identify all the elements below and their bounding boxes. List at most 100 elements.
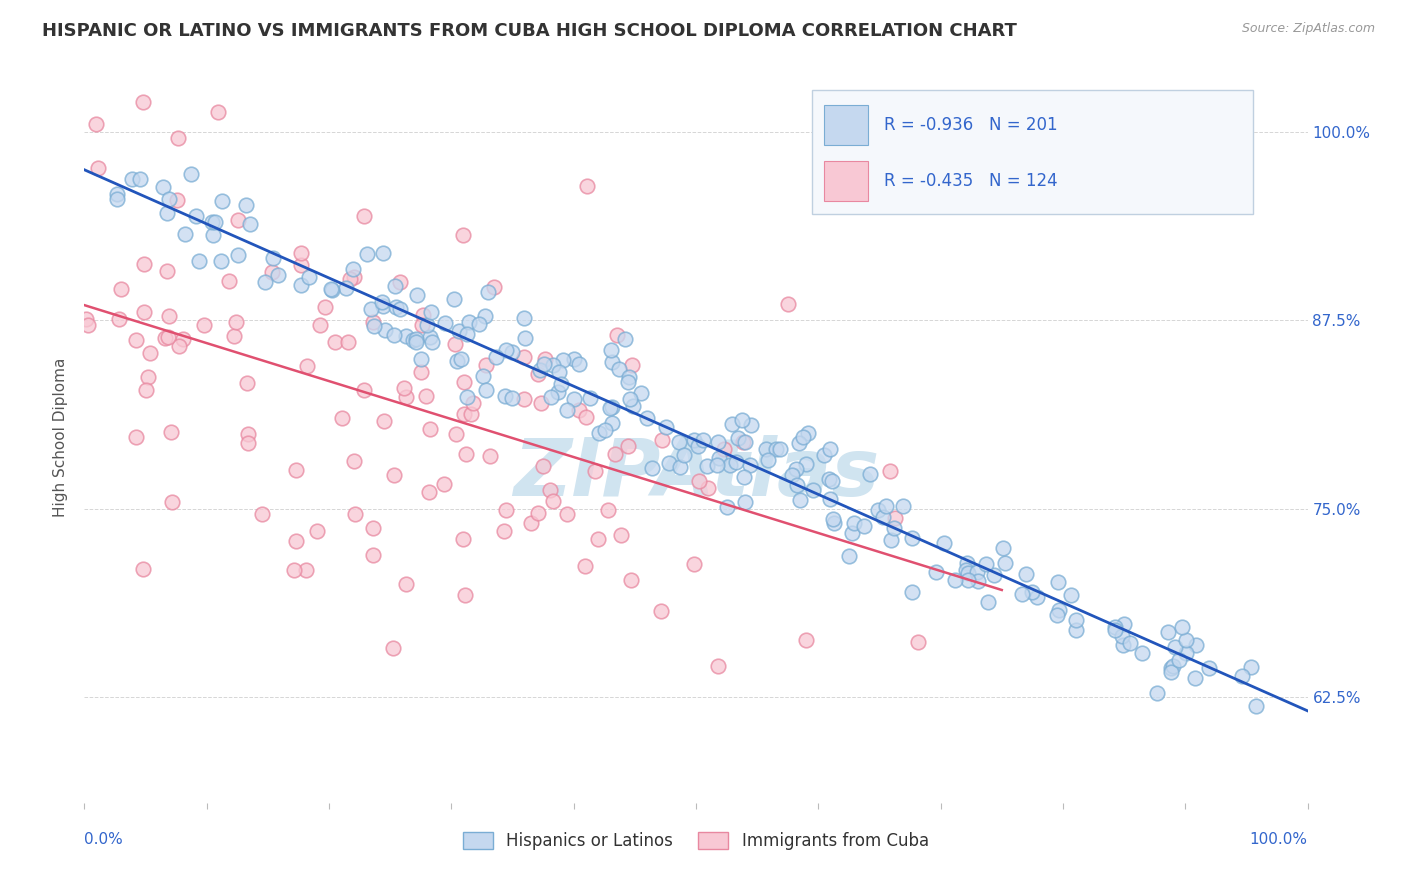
Point xyxy=(371,294,394,309)
Point xyxy=(167,131,190,145)
Point xyxy=(225,315,247,329)
Point xyxy=(538,483,561,497)
Point xyxy=(416,318,439,333)
FancyBboxPatch shape xyxy=(824,161,869,201)
Point xyxy=(893,499,915,513)
Point xyxy=(167,339,190,353)
Point xyxy=(527,506,550,520)
Point xyxy=(373,413,395,427)
Point xyxy=(740,458,762,472)
Point xyxy=(184,210,207,224)
Point xyxy=(513,350,536,364)
Point xyxy=(551,352,574,367)
Point xyxy=(1112,617,1135,632)
Point xyxy=(755,442,778,457)
Point xyxy=(879,464,901,478)
Point xyxy=(156,264,179,278)
Point xyxy=(314,300,336,314)
Point xyxy=(401,333,423,347)
Point xyxy=(388,275,411,289)
Point xyxy=(901,585,924,599)
Point xyxy=(392,381,415,395)
Point xyxy=(641,460,664,475)
Point xyxy=(330,411,353,425)
Point xyxy=(129,172,152,186)
Point xyxy=(925,565,948,579)
Point xyxy=(787,435,810,450)
Point xyxy=(821,474,844,488)
Point xyxy=(617,369,640,384)
Point xyxy=(125,430,148,444)
Point xyxy=(218,274,240,288)
Point xyxy=(688,439,710,453)
Point xyxy=(343,507,366,521)
Point xyxy=(586,532,609,546)
Point xyxy=(305,524,328,538)
Point xyxy=(456,327,478,342)
Point xyxy=(262,265,284,279)
Point xyxy=(419,422,441,436)
Point xyxy=(478,450,501,464)
Point xyxy=(495,503,517,517)
Text: Source: ZipAtlas.com: Source: ZipAtlas.com xyxy=(1241,22,1375,36)
FancyBboxPatch shape xyxy=(813,90,1253,214)
Point xyxy=(1047,602,1070,616)
Point xyxy=(1185,638,1208,652)
Point xyxy=(859,467,882,482)
Point xyxy=(541,358,564,372)
Point xyxy=(1167,653,1189,667)
Point xyxy=(309,318,332,333)
Point xyxy=(418,485,440,500)
Point xyxy=(125,333,148,347)
Point xyxy=(600,416,623,430)
Point xyxy=(838,549,860,563)
Point xyxy=(105,187,128,202)
Point xyxy=(607,361,630,376)
Point xyxy=(253,276,276,290)
Point xyxy=(513,392,536,406)
Point xyxy=(226,248,249,262)
Point xyxy=(295,359,318,374)
Point xyxy=(157,192,180,206)
Point xyxy=(606,327,628,342)
Point xyxy=(617,440,640,454)
Point xyxy=(250,507,273,521)
Point xyxy=(374,323,396,337)
Point xyxy=(492,524,515,539)
Point xyxy=(353,209,375,223)
Point xyxy=(932,536,955,550)
Point xyxy=(160,494,183,508)
Point xyxy=(966,565,988,579)
Point xyxy=(696,458,718,473)
Point xyxy=(875,499,897,513)
Point xyxy=(713,442,735,457)
Point xyxy=(769,442,792,456)
Point xyxy=(236,376,259,390)
Point xyxy=(134,304,156,318)
Point xyxy=(444,337,467,351)
Point xyxy=(419,330,441,344)
Point xyxy=(682,557,704,571)
Point xyxy=(716,500,738,514)
Point xyxy=(1198,660,1220,674)
Point xyxy=(794,458,817,472)
Point xyxy=(226,212,249,227)
Point xyxy=(547,385,569,400)
Point xyxy=(993,556,1015,570)
Point xyxy=(1240,660,1263,674)
Point xyxy=(201,215,224,229)
Point xyxy=(121,171,143,186)
Point xyxy=(290,278,312,293)
Point xyxy=(966,574,988,589)
Point xyxy=(156,206,179,220)
Point xyxy=(1246,698,1268,713)
Point xyxy=(381,641,404,656)
Point xyxy=(531,459,554,474)
Point xyxy=(683,433,706,447)
Point xyxy=(385,300,408,314)
Point xyxy=(409,365,432,379)
Point xyxy=(405,334,427,349)
Point xyxy=(1021,584,1043,599)
Point xyxy=(132,562,155,576)
Point xyxy=(494,389,516,403)
